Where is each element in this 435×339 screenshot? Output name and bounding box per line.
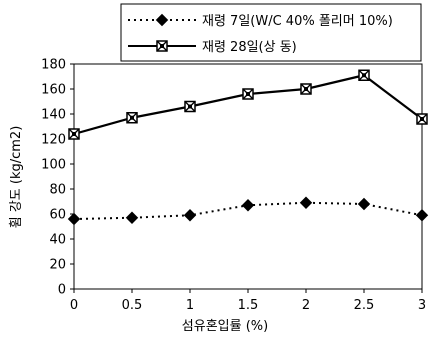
y-tick-label: 120	[41, 133, 66, 148]
series-2-point-core	[188, 104, 192, 109]
series-2-point-core	[420, 117, 424, 121]
y-tick-label: 80	[49, 183, 66, 198]
legend-marker-core	[160, 44, 164, 48]
legend-label: 재령 7일(W/C 40% 폴리머 10%)	[202, 14, 393, 29]
y-tick-label: 180	[41, 58, 66, 73]
series-layer	[67, 69, 429, 226]
legend-box	[120, 3, 422, 62]
legend: 재령 7일(W/C 40% 폴리머 10%) 재령 28일(상 동)	[120, 3, 422, 62]
y-tick-label: 0	[58, 283, 66, 298]
series-2-point	[416, 113, 428, 125]
series-2-point	[184, 100, 196, 113]
series-2-point-core	[246, 92, 250, 96]
x-axis: 0 0.5 1 1.5 2 2.5 3	[70, 289, 426, 313]
series-2-point	[68, 128, 80, 140]
y-tick-label: 60	[49, 208, 66, 223]
y-tick-label: 20	[49, 258, 66, 273]
series-1-point	[357, 197, 371, 211]
x-tick-label: 1	[186, 298, 194, 313]
series-2-point	[242, 88, 254, 100]
series-1	[67, 196, 429, 226]
legend-item-1: 재령 7일(W/C 40% 폴리머 10%)	[128, 13, 393, 29]
x-tick-label: 0.5	[122, 298, 143, 313]
series-2	[68, 69, 428, 140]
series-2-point-core	[362, 73, 366, 78]
series-1-point	[299, 196, 313, 209]
y-axis: 0 20 40 60 80 100 120 140 160 180	[41, 58, 74, 298]
series-2-point	[126, 112, 138, 124]
series-2-point	[300, 83, 312, 95]
series-2-point-core	[130, 115, 134, 120]
series-2-point-core	[72, 132, 76, 136]
x-tick-label: 3	[418, 298, 426, 313]
legend-marker	[156, 40, 168, 52]
y-tick-label: 140	[41, 108, 66, 123]
series-2-point-core	[304, 87, 308, 91]
x-tick-label: 0	[70, 298, 78, 313]
y-tick-label: 100	[41, 158, 66, 173]
x-tick-label: 1.5	[238, 298, 259, 313]
x-tick-label: 2.5	[354, 298, 375, 313]
series-1-point	[241, 199, 255, 212]
series-1-point	[183, 209, 197, 222]
series-1-point	[125, 211, 139, 224]
legend-marker	[155, 13, 169, 27]
x-tick-label: 2	[302, 298, 310, 313]
x-axis-title: 섬유혼입률 (%)	[182, 319, 268, 334]
y-axis-title: 휨 강도 (kg/cm2)	[9, 126, 24, 229]
series-2-point	[358, 69, 370, 81]
legend-label: 재령 28일(상 동)	[202, 40, 297, 55]
series-1-point	[67, 212, 81, 226]
legend-item-2: 재령 28일(상 동)	[128, 40, 297, 55]
y-tick-label: 160	[41, 83, 66, 98]
series-1-point	[415, 209, 429, 222]
y-tick-label: 40	[49, 233, 66, 248]
plot-area	[73, 63, 423, 290]
